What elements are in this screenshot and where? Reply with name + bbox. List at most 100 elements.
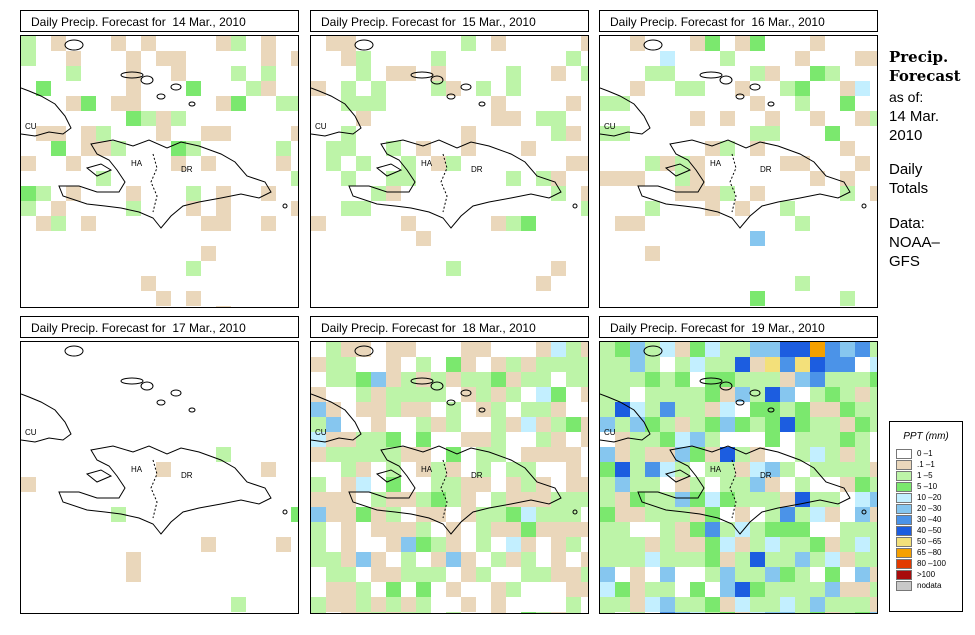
precip-cell <box>401 597 416 612</box>
islet-coastline <box>699 377 723 385</box>
precip-cell <box>231 66 246 81</box>
precip-cell <box>186 81 201 96</box>
precip-cell <box>615 216 630 231</box>
precip-cell <box>840 612 855 613</box>
precip-cell <box>600 552 615 567</box>
legend-label: 65 –80 <box>917 548 942 557</box>
precip-cell <box>705 357 720 372</box>
precip-cell <box>705 141 720 156</box>
precip-cell <box>750 372 765 387</box>
precip-cell <box>581 552 588 567</box>
legend-label: 20 –30 <box>917 504 942 513</box>
precip-cell <box>581 522 588 537</box>
precip-cell <box>810 171 825 186</box>
precip-cell <box>795 477 810 492</box>
precip-cell <box>371 522 386 537</box>
precip-grid <box>600 342 877 613</box>
panel-title: Daily Precip. Forecast for 14 Mar., 2010 <box>20 10 299 32</box>
precip-cell <box>780 402 795 417</box>
precip-cell <box>840 402 855 417</box>
precip-cell <box>705 186 720 201</box>
precip-cell <box>750 612 765 613</box>
precip-cell <box>416 507 431 522</box>
precip-cell <box>660 417 675 432</box>
forecast-panel-14-mar: Daily Precip. Forecast for 14 Mar., 2010… <box>20 10 299 308</box>
precip-cell <box>630 342 645 357</box>
precip-cell <box>705 522 720 537</box>
precip-cell <box>311 477 326 492</box>
precip-cell <box>506 216 521 231</box>
precip-cell <box>675 522 690 537</box>
precip-cell <box>870 552 877 567</box>
precip-cell <box>566 126 581 141</box>
islet-coastline <box>861 509 867 515</box>
precip-cell <box>795 417 810 432</box>
precip-cell <box>386 507 401 522</box>
precip-cell <box>780 507 795 522</box>
precip-cell <box>705 552 720 567</box>
precip-cell <box>506 522 521 537</box>
precip-cell <box>780 567 795 582</box>
precip-cell <box>416 387 431 402</box>
precip-cell <box>491 417 506 432</box>
dr-label: DR <box>471 165 483 174</box>
precip-cell <box>386 357 401 372</box>
precip-cell <box>341 372 356 387</box>
precip-grid <box>311 342 588 613</box>
precip-cell <box>476 447 491 462</box>
precip-cell <box>386 447 401 462</box>
precip-cell <box>386 402 401 417</box>
precip-cell <box>780 417 795 432</box>
precip-cell <box>311 432 326 447</box>
precip-cell <box>401 492 416 507</box>
precip-cell <box>356 342 371 357</box>
precip-cell <box>386 597 401 612</box>
precip-cell <box>810 357 825 372</box>
precip-cell <box>840 171 855 186</box>
precip-cell <box>341 342 356 357</box>
precip-cell <box>870 507 877 522</box>
legend-item: 10 –20 <box>890 492 962 503</box>
precip-cell <box>735 507 750 522</box>
precip-cell <box>780 372 795 387</box>
precip-cell <box>371 186 386 201</box>
precip-cell <box>461 387 476 402</box>
precip-cell <box>216 201 231 216</box>
precip-cell <box>780 492 795 507</box>
precip-cell <box>311 552 326 567</box>
legend-item: 30 –40 <box>890 514 962 525</box>
precip-cell <box>630 477 645 492</box>
islet-coastline <box>767 101 775 107</box>
precip-cell <box>705 567 720 582</box>
precip-cell <box>386 432 401 447</box>
precip-cell <box>446 582 461 597</box>
precip-cell <box>660 537 675 552</box>
precip-cell <box>111 507 126 522</box>
precip-cell <box>765 477 780 492</box>
precip-cell <box>111 96 126 111</box>
precip-cell <box>371 372 386 387</box>
precip-cell <box>96 126 111 141</box>
legend-swatch <box>896 526 912 536</box>
precip-cell <box>765 567 780 582</box>
precip-cell <box>416 141 431 156</box>
precip-cell <box>735 201 750 216</box>
precip-cell <box>750 66 765 81</box>
precip-cell <box>675 342 690 357</box>
border-line <box>440 459 448 519</box>
precip-cell <box>581 66 588 81</box>
islet-coastline <box>446 93 456 100</box>
precip-cell <box>780 552 795 567</box>
precip-cell <box>675 552 690 567</box>
precip-cell <box>630 372 645 387</box>
precip-cell <box>536 357 551 372</box>
precip-cell <box>386 567 401 582</box>
precip-cell <box>566 447 581 462</box>
precip-cell <box>566 357 581 372</box>
legend-label: 40 –50 <box>917 526 942 535</box>
legend-item: >100 <box>890 569 962 580</box>
precip-cell <box>750 342 765 357</box>
precip-cell <box>536 276 551 291</box>
legend-swatch <box>896 559 912 569</box>
precip-cell <box>476 342 491 357</box>
